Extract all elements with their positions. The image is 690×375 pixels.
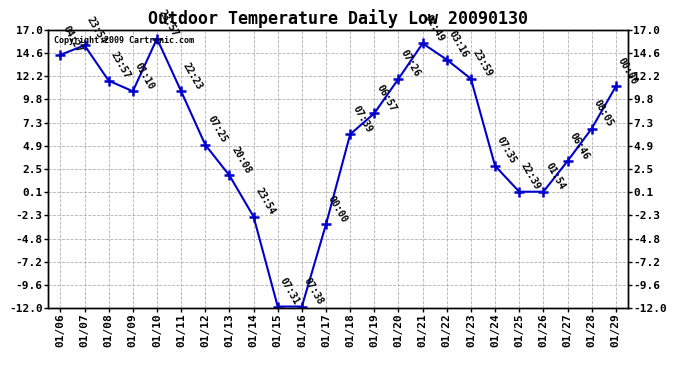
Text: 06:46: 06:46 bbox=[568, 130, 591, 161]
Text: Copyright 2009 Cartronic.com: Copyright 2009 Cartronic.com bbox=[54, 36, 194, 45]
Text: 04:27: 04:27 bbox=[61, 24, 83, 55]
Title: Outdoor Temperature Daily Low 20090130: Outdoor Temperature Daily Low 20090130 bbox=[148, 9, 528, 28]
Text: 07:38: 07:38 bbox=[302, 276, 325, 306]
Text: 23:57: 23:57 bbox=[157, 8, 180, 39]
Text: 03:16: 03:16 bbox=[447, 29, 470, 60]
Text: 00:00: 00:00 bbox=[326, 194, 349, 224]
Text: 23:57: 23:57 bbox=[109, 50, 132, 81]
Text: 00:00: 00:00 bbox=[616, 56, 639, 87]
Text: 22:23: 22:23 bbox=[181, 61, 204, 91]
Text: 06:57: 06:57 bbox=[375, 83, 397, 113]
Text: 07:26: 07:26 bbox=[399, 48, 422, 79]
Text: 23:54: 23:54 bbox=[85, 15, 108, 45]
Text: 07:31: 07:31 bbox=[278, 276, 301, 306]
Text: 07:25: 07:25 bbox=[206, 114, 228, 145]
Text: 01:54: 01:54 bbox=[544, 161, 566, 192]
Text: 07:39: 07:39 bbox=[351, 104, 373, 134]
Text: 23:54: 23:54 bbox=[254, 186, 277, 217]
Text: 02:49: 02:49 bbox=[423, 13, 446, 44]
Text: 07:35: 07:35 bbox=[495, 135, 518, 166]
Text: 08:05: 08:05 bbox=[592, 98, 615, 129]
Text: 22:39: 22:39 bbox=[520, 161, 542, 192]
Text: 20:08: 20:08 bbox=[230, 145, 253, 176]
Text: 23:59: 23:59 bbox=[471, 48, 494, 79]
Text: 01:10: 01:10 bbox=[133, 61, 156, 91]
